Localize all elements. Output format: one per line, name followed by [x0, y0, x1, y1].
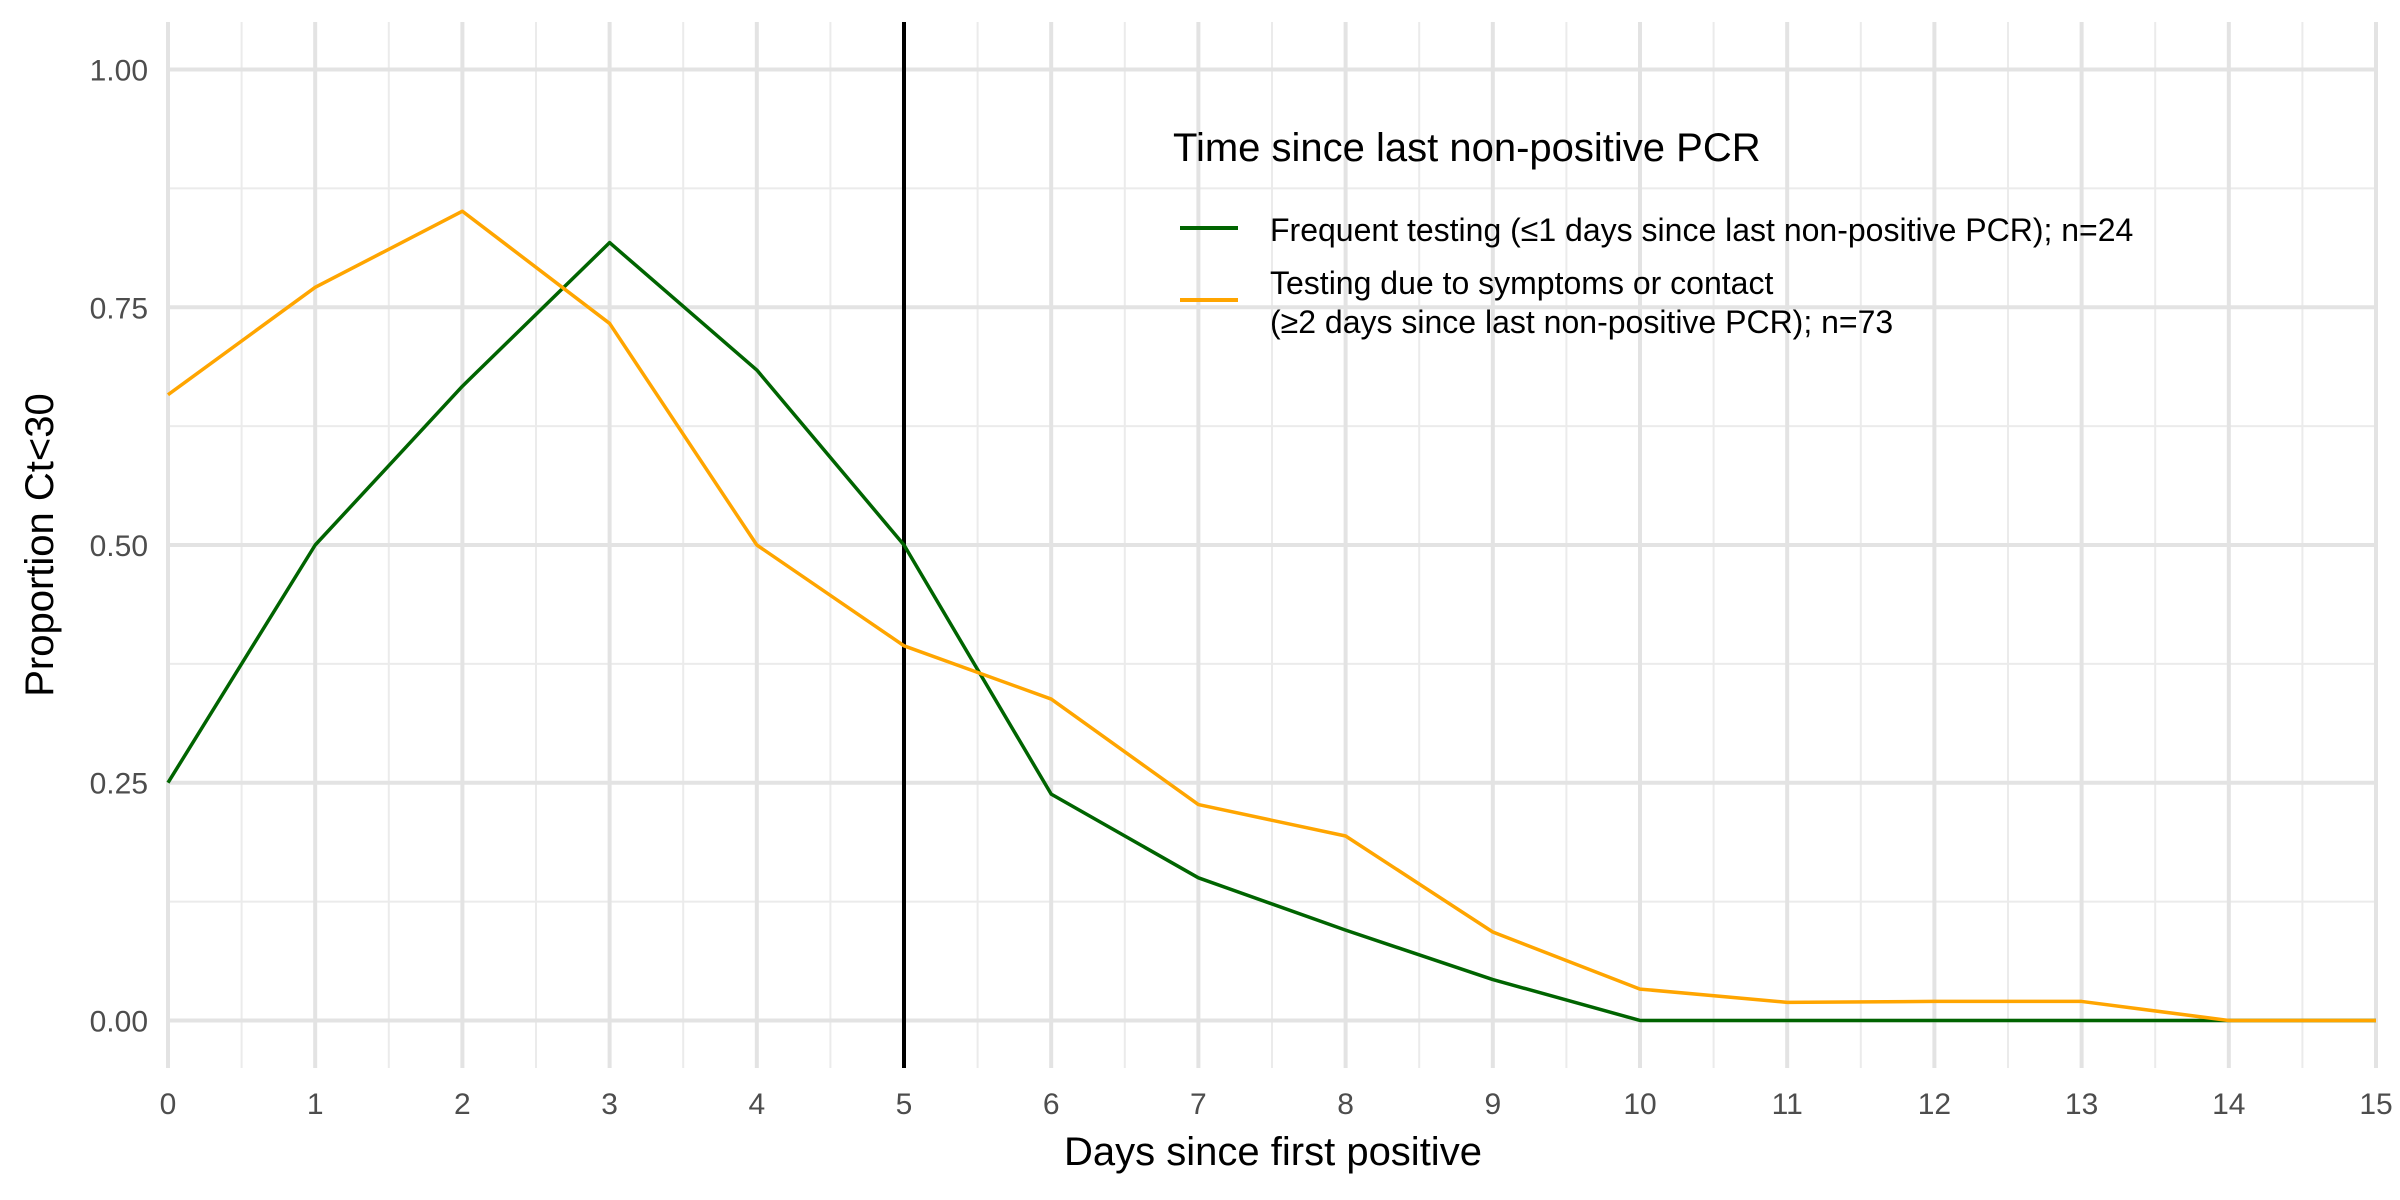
legend-label: Frequent testing (≤1 days since last non…	[1270, 212, 2133, 248]
x-axis-title: Days since first positive	[1064, 1130, 1482, 1174]
y-tick-label: 0.50	[90, 530, 148, 563]
legend-items: Frequent testing (≤1 days since last non…	[1180, 212, 2133, 340]
x-tick-label: 0	[160, 1088, 177, 1121]
x-tick-label: 7	[1190, 1088, 1207, 1121]
x-tick-label: 14	[2212, 1088, 2245, 1121]
x-tick-label: 10	[1623, 1088, 1656, 1121]
y-tick-label: 0.75	[90, 292, 148, 325]
x-tick-label: 2	[454, 1088, 471, 1121]
x-tick-label: 5	[896, 1088, 913, 1121]
x-tick-label: 4	[748, 1088, 765, 1121]
legend-title: Time since last non-positive PCR	[1173, 126, 1761, 170]
series-line	[166, 209, 2376, 1023]
y-tick-labels: 0.00 0.25 0.50 0.75 1.00	[90, 55, 148, 1039]
legend-label: Testing due to symptoms or contact	[1270, 265, 1773, 301]
x-tick-labels: 0 1 2 3 4 5 6 7 8 9 10 11 12 13 14 15	[160, 1088, 2393, 1121]
y-tick-label: 0.25	[90, 768, 148, 801]
series-line	[166, 240, 2376, 1023]
x-tick-label: 13	[2065, 1088, 2098, 1121]
legend-label: (≥2 days since last non-positive PCR); n…	[1270, 304, 1893, 340]
x-tick-label: 12	[1918, 1088, 1951, 1121]
y-tick-label: 0.00	[90, 1005, 148, 1038]
y-tick-label: 1.00	[90, 55, 148, 88]
x-tick-label: 15	[2359, 1088, 2392, 1121]
x-tick-label: 11	[1772, 1088, 1803, 1121]
series-lines	[166, 209, 2376, 1023]
x-tick-label: 3	[601, 1088, 618, 1121]
x-tick-label: 1	[307, 1088, 324, 1121]
x-tick-label: 9	[1484, 1088, 1501, 1121]
x-tick-label: 6	[1043, 1088, 1060, 1121]
legend: Time since last non-positive PCR Frequen…	[1173, 126, 2133, 340]
x-tick-label: 8	[1337, 1088, 1354, 1121]
y-axis-title: Proportion Ct<30	[18, 393, 62, 697]
